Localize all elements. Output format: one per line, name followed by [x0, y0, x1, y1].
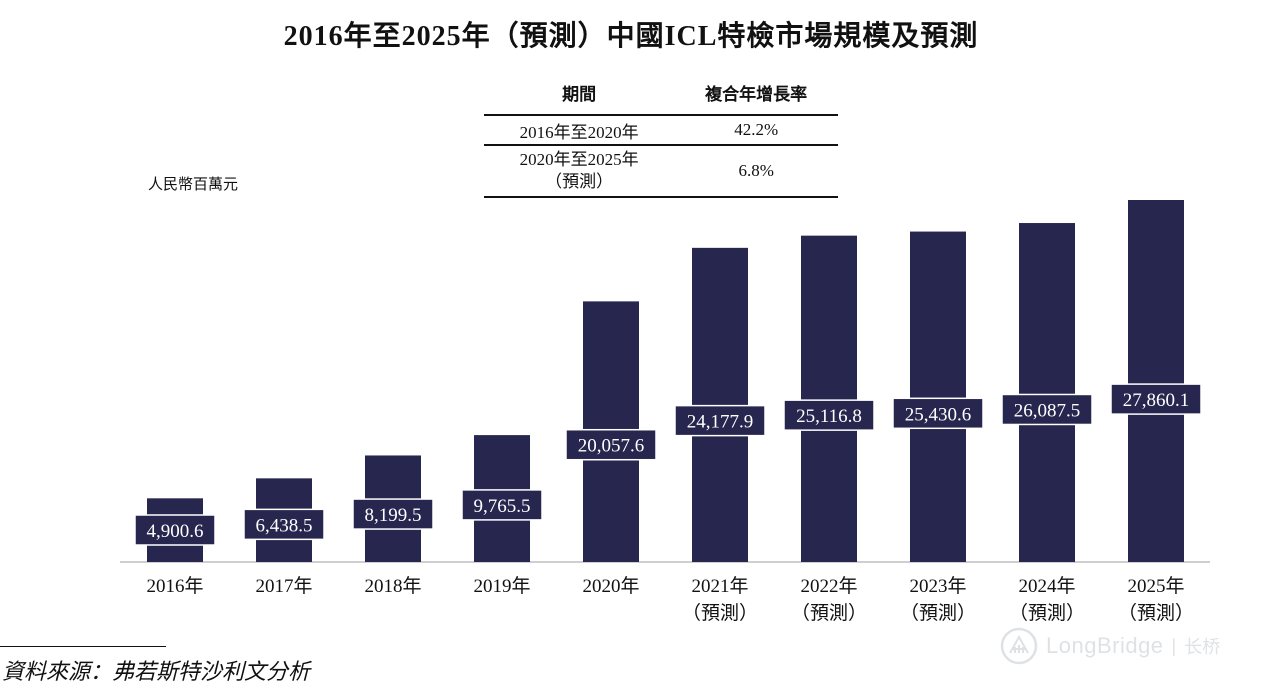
value-label-box-4 [565, 428, 657, 461]
longbridge-logo-icon [1000, 627, 1038, 665]
x-tick-note-8: （預測） [1009, 602, 1085, 624]
value-label-box-3 [461, 489, 543, 521]
value-label-box-6 [783, 399, 875, 431]
cagr-header-rate: 複合年增長率 [674, 70, 838, 116]
cagr-row: 2016年至2020年 42.2% [484, 115, 838, 146]
cagr-row: 2020年至2025年 （預測） 6.8% [484, 145, 838, 198]
value-label-box-5 [674, 404, 766, 437]
value-label-7: 25,430.6 [905, 404, 972, 425]
watermark-separator: | [1171, 635, 1177, 656]
value-label-8: 26,087.5 [1014, 400, 1081, 421]
longbridge-watermark: LongBridge | 长桥 [1000, 627, 1220, 665]
cagr-period-text: 2016年至2020年 [519, 122, 639, 142]
bar-8 [1019, 223, 1075, 562]
x-tick-note-9: （預測） [1118, 602, 1194, 624]
x-tick-label-5: 2021年 [691, 575, 748, 597]
value-label-1: 6,438.5 [256, 515, 313, 536]
cagr-table: 期間 複合年增長率 2016年至2020年 42.2% 2020年至2025年 … [484, 70, 838, 198]
value-label-6: 25,116.8 [796, 406, 862, 427]
source-note: 資料來源：弗若斯特沙利文分析 [2, 659, 311, 684]
value-label-9: 27,860.1 [1123, 390, 1190, 411]
x-tick-label-1: 2017年 [255, 575, 312, 597]
value-label-box-8 [1001, 393, 1093, 426]
bar-6 [801, 235, 857, 562]
x-tick-label-4: 2020年 [582, 575, 639, 597]
x-tick-label-6: 2022年 [800, 575, 857, 597]
cagr-period-cell: 2020年至2025年 （預測） [484, 145, 675, 198]
x-tick-label-2: 2018年 [364, 575, 421, 597]
value-label-4: 20,057.6 [578, 436, 645, 457]
chart-title: 2016年至2025年（預測）中國ICL特檢市場規模及預測 [283, 21, 979, 52]
cagr-rate-cell: 6.8% [674, 145, 838, 198]
watermark-brand: LongBridge [1046, 633, 1164, 658]
value-label-box-9 [1110, 383, 1202, 415]
cagr-header-period: 期間 [484, 70, 675, 116]
x-tick-note-6: （預測） [791, 602, 867, 624]
cagr-period-note: （預測） [545, 172, 614, 191]
value-label-0: 4,900.6 [147, 521, 204, 542]
x-tick-label-7: 2023年 [909, 575, 966, 597]
value-label-2: 8,199.5 [365, 505, 422, 526]
cagr-period-cell: 2016年至2020年 [484, 115, 675, 146]
x-tick-label-9: 2025年 [1127, 575, 1184, 597]
value-label-3: 9,765.5 [474, 496, 531, 517]
x-tick-label-8: 2024年 [1018, 575, 1075, 597]
bar-9 [1128, 200, 1184, 562]
x-tick-label-0: 2016年 [146, 575, 203, 597]
y-axis-unit-label: 人民幣百萬元 [148, 177, 239, 193]
value-label-box-7 [892, 397, 984, 430]
watermark-brand-cn: 长桥 [1184, 637, 1221, 657]
value-label-box-1 [243, 508, 325, 541]
value-label-box-0 [134, 514, 216, 546]
cagr-rate-cell: 42.2% [674, 115, 838, 146]
bar-7 [910, 231, 966, 562]
value-label-5: 24,177.9 [687, 412, 754, 433]
value-label-box-2 [352, 498, 434, 530]
x-tick-note-5: （預測） [682, 602, 758, 624]
x-tick-label-3: 2019年 [473, 575, 530, 597]
cagr-period-text: 2020年至2025年 [519, 150, 639, 169]
source-divider [0, 646, 166, 647]
x-tick-note-7: （預測） [900, 602, 976, 624]
